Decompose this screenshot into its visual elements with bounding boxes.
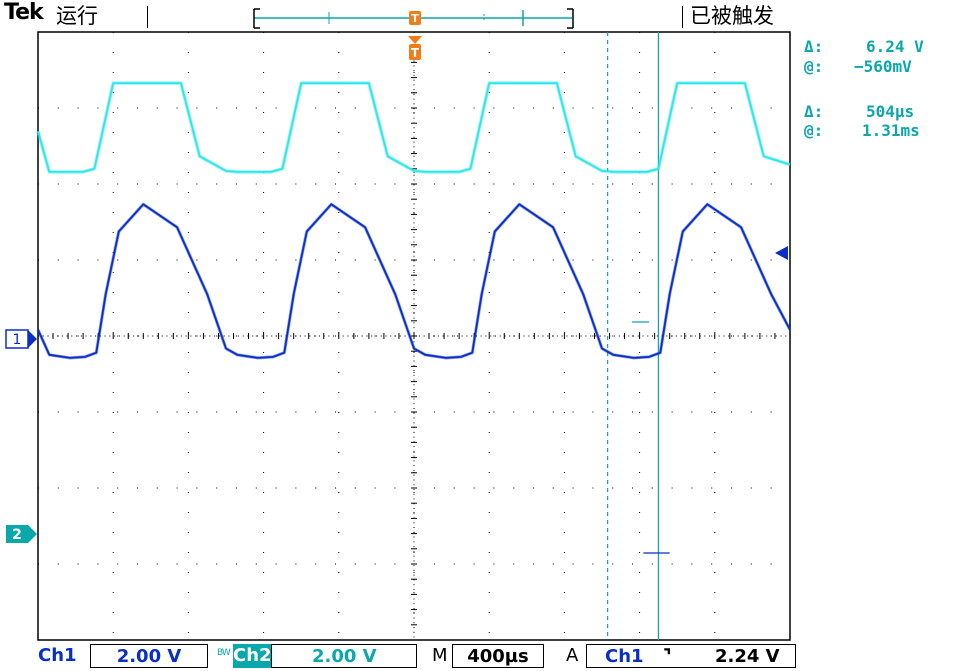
- trigger-settings[interactable]: Ch1 ⌝ 2.24 V: [586, 644, 796, 668]
- trigger-source: Ch1: [605, 646, 644, 667]
- trigger-level-icon[interactable]: [775, 246, 788, 260]
- ch2-marker-label: 2: [12, 527, 22, 543]
- voltage-delta-label: Δ:: [804, 37, 824, 56]
- record-position-bar[interactable]: T: [250, 4, 580, 32]
- trigger-marker-label: T: [411, 46, 420, 60]
- ch1-marker-label: 1: [13, 332, 22, 348]
- ch1-label[interactable]: Ch1: [38, 645, 77, 666]
- time-at-value: 1.31ms: [862, 121, 920, 140]
- status-divider: [682, 6, 683, 28]
- timebase-label: M: [432, 645, 448, 666]
- timebase-value[interactable]: 400µs: [452, 644, 544, 668]
- tek-logo: Tek: [4, 0, 44, 25]
- voltage-at-label: @:: [804, 57, 824, 76]
- bandwidth-limit-icon: BW: [217, 648, 231, 658]
- status-divider: [147, 6, 148, 28]
- trigger-marker-icon[interactable]: T: [408, 36, 422, 60]
- ch1-ground-marker[interactable]: 1: [5, 329, 37, 349]
- trigger-mode: A: [566, 645, 579, 666]
- voltage-delta-value: 6.24 V: [866, 37, 924, 56]
- cursor-lines[interactable]: [607, 32, 670, 640]
- voltage-at-value: −560mV: [854, 57, 912, 76]
- trigger-slope-icon: ⌝: [663, 646, 672, 667]
- run-status: 运行: [56, 4, 98, 28]
- time-at-label: @:: [804, 121, 824, 140]
- trigger-status: 已被触发: [690, 4, 774, 28]
- ch2-scale[interactable]: 2.00 V: [271, 644, 417, 668]
- time-delta-value: 504µs: [866, 102, 915, 121]
- ch1-scale[interactable]: 2.00 V: [90, 644, 208, 668]
- trigger-position-icon: [409, 11, 421, 25]
- ch2-label[interactable]: Ch2: [233, 644, 272, 668]
- trigger-level: 2.24 V: [715, 646, 780, 667]
- graticule-grid: [37, 31, 791, 640]
- trigger-position-label: T: [411, 12, 419, 25]
- traces: [36, 81, 792, 360]
- time-delta-label: Δ:: [804, 102, 824, 121]
- ch2-ground-marker[interactable]: 2: [6, 525, 37, 543]
